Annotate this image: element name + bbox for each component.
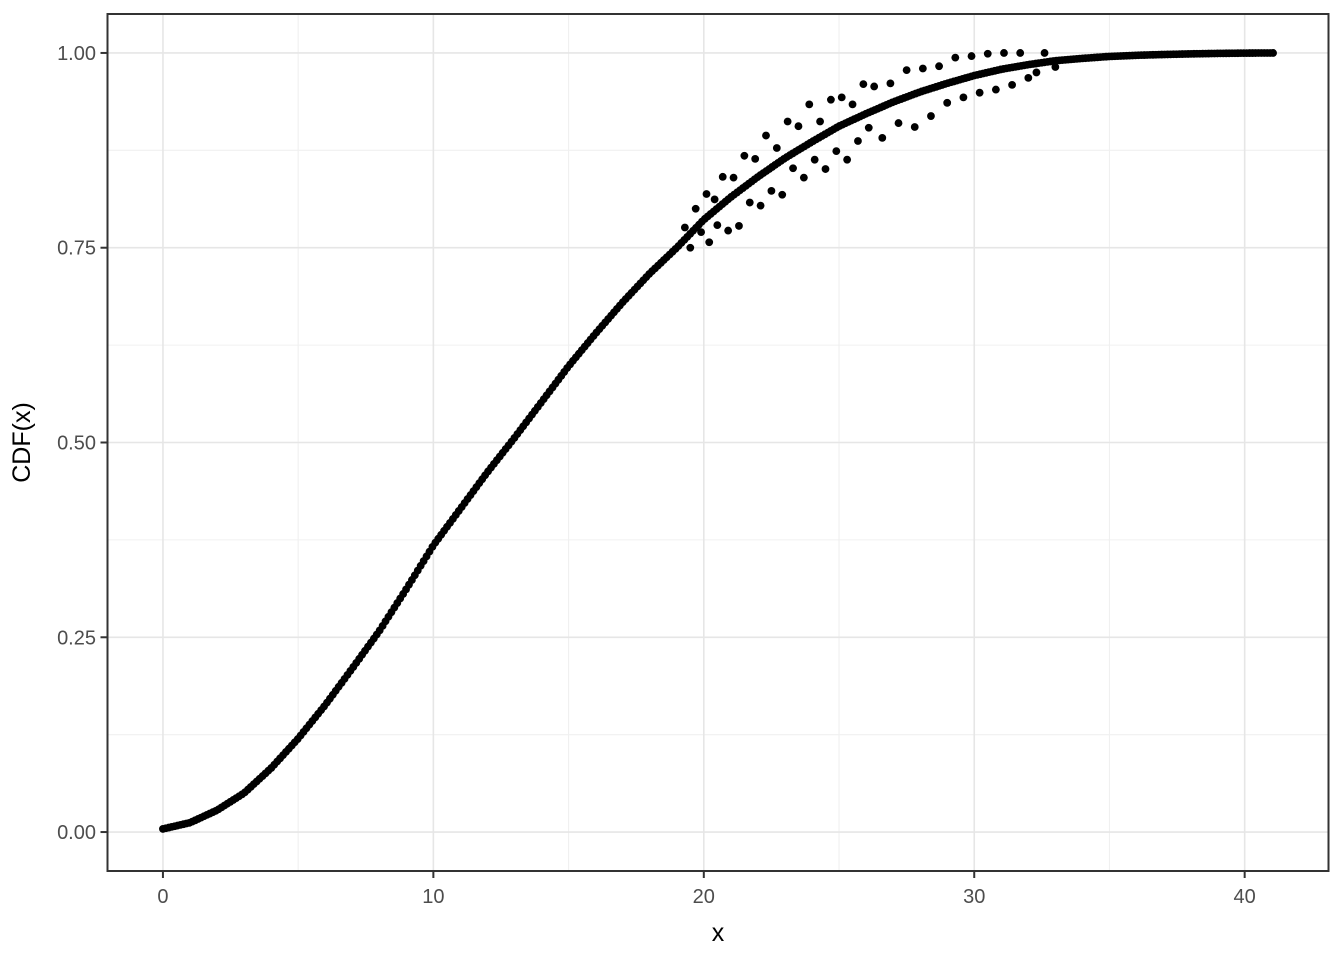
data-point [729,173,738,182]
data-point [943,98,952,107]
data-point [810,155,819,164]
data-point [1016,49,1025,57]
x-tick-label: 0 [157,886,168,908]
data-point [724,226,733,235]
y-tick-label: 0.00 [57,822,96,844]
data-point [927,112,935,120]
data-point [794,122,803,131]
data-point [805,100,814,109]
data-point [902,66,911,74]
data-point [951,53,960,62]
data-point [772,144,781,152]
data-point [762,131,770,140]
data-point [864,123,873,132]
data-point [705,238,714,247]
data-point [718,172,727,181]
data-point [686,243,695,252]
x-tick-label: 40 [1234,886,1256,908]
data-point [1008,80,1016,89]
data-point [935,62,943,71]
data-point [1040,49,1049,57]
data-point [859,80,868,89]
data-point [983,49,992,58]
x-tick-label: 20 [693,886,715,908]
y-tick-label: 0.50 [57,433,96,455]
data-point [870,82,879,91]
y-tick-label: 0.25 [57,627,96,649]
x-axis-title: x [712,919,725,947]
data-point [691,204,700,213]
data-point [959,93,968,102]
data-point [1000,49,1008,57]
data-point [854,137,862,145]
x-axis-ticks: 0 10 20 30 40 [157,871,1256,908]
data-point [789,164,797,173]
data-point [702,190,711,198]
data-point [740,151,749,160]
data-point [1024,73,1033,82]
y-axis-title: CDF(x) [8,402,36,483]
data-point [745,198,754,207]
data-point [778,190,787,199]
y-tick-label: 1.00 [57,43,96,65]
data-point [991,85,1000,94]
data-point [816,117,824,126]
data-point [710,195,719,204]
data-point [735,222,743,230]
data-point [837,93,846,102]
data-point [886,79,895,88]
data-point [821,165,830,173]
data-point [843,155,852,164]
data-point [799,173,808,182]
data-point [1032,68,1041,77]
y-tick-label: 0.75 [57,238,96,260]
data-point [680,223,689,232]
data-point [751,155,760,163]
data-point [894,119,903,127]
data-point [848,100,857,109]
data-point [832,147,841,156]
data-point [767,186,776,195]
data-point [827,95,835,104]
data-point [975,88,984,97]
data-point [910,123,919,131]
data-point [783,117,792,126]
data-point [967,52,976,60]
x-tick-label: 30 [963,886,985,908]
data-point [697,228,705,237]
data-point [918,64,927,73]
data-point [713,221,722,230]
data-point [878,133,887,142]
data-point [756,201,765,210]
gridlines-major [107,14,1329,871]
data-point [1051,63,1060,71]
x-tick-label: 10 [422,886,444,908]
y-axis-ticks: 0.00 0.25 0.50 0.75 1.00 [57,43,108,844]
curve-point [1269,49,1277,57]
scatter-points [159,49,1277,833]
